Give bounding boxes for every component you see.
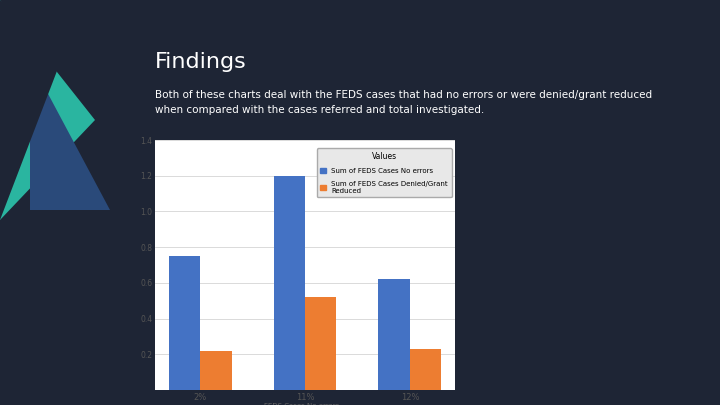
Bar xyxy=(168,256,200,390)
Legend: Sum of FEDS Cases No errors, Sum of FEDS Cases Denied/Grant
Reduced: Sum of FEDS Cases No errors, Sum of FEDS… xyxy=(317,149,451,197)
Bar xyxy=(200,351,232,390)
Bar xyxy=(379,279,410,390)
Bar xyxy=(410,349,441,390)
Bar xyxy=(274,176,305,390)
Polygon shape xyxy=(0,0,65,220)
Polygon shape xyxy=(30,60,110,210)
Polygon shape xyxy=(0,0,95,220)
Text: Findings: Findings xyxy=(155,52,247,72)
Text: Both of these charts deal with the FEDS cases that had no errors or were denied/: Both of these charts deal with the FEDS … xyxy=(155,90,652,115)
X-axis label: FEDS Cases No errors...: FEDS Cases No errors... xyxy=(264,403,346,405)
Bar xyxy=(305,297,336,390)
